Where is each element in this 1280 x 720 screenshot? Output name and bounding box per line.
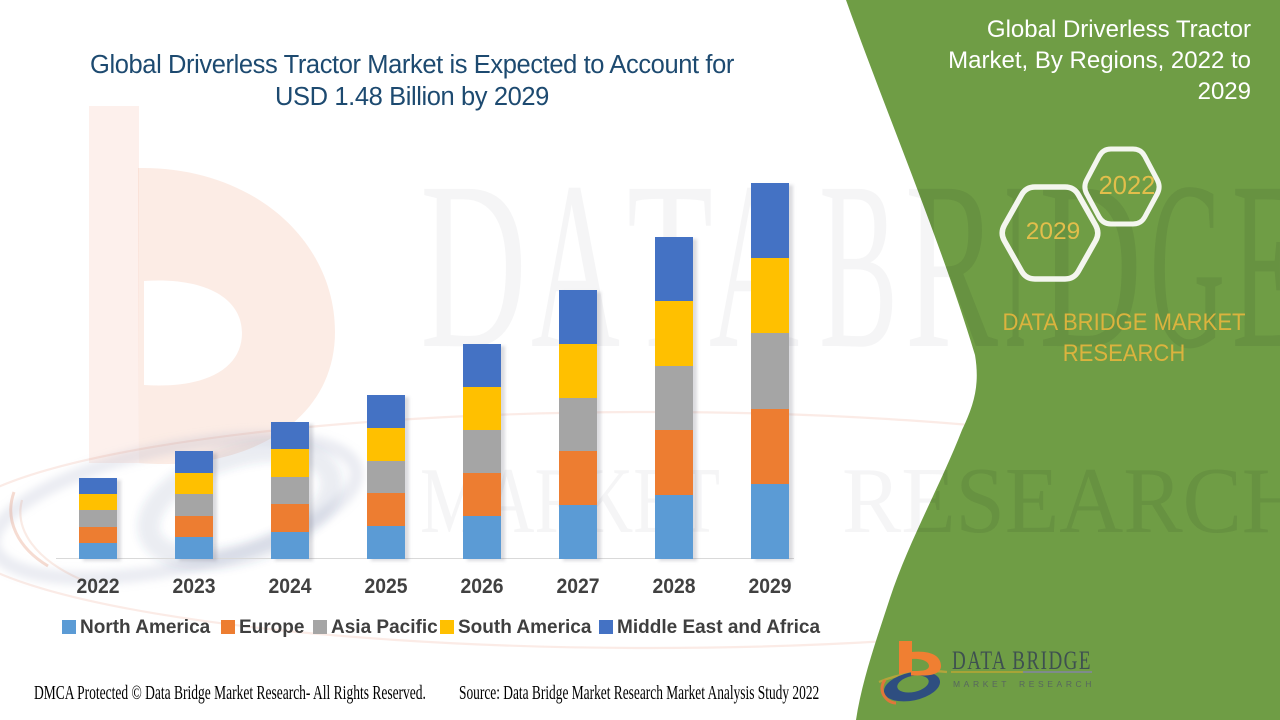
svg-text:DATA BRIDGE: DATA BRIDGE	[952, 646, 1092, 675]
svg-text:MARKET: MARKET	[953, 679, 1010, 689]
svg-text:RESEARCH: RESEARCH	[1019, 679, 1095, 689]
